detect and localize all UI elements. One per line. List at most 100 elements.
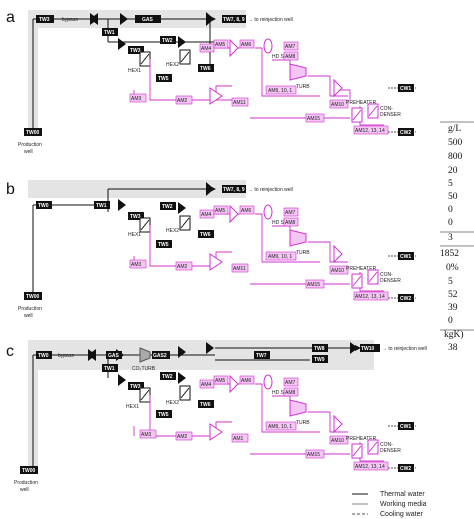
svg-text:AM12, 13, 14: AM12, 13, 14 (355, 464, 385, 470)
node-tw8: TW8 (312, 344, 328, 352)
node-tw3: TW3 (36, 15, 54, 23)
am-node-am8: AM8 (283, 217, 299, 227)
am-node-am3: AM3 (129, 259, 147, 269)
cut-text: 0 (448, 205, 453, 215)
svg-text:AM9, 10, 1: AM9, 10, 1 (268, 424, 292, 430)
cut-text: 1852 (440, 249, 459, 259)
am-node-am9: AM9, 10, 1 (265, 85, 297, 95)
condenser-label-1: CON- (380, 442, 393, 448)
svg-text:AM10: AM10 (331, 438, 344, 444)
node-tw7: TW7 (254, 351, 270, 359)
panel-c: c TW0 bypass GAS CO₂TURB GAS2 TW7 TW8 TW… (6, 340, 427, 493)
svg-text:TW6: TW6 (200, 232, 211, 238)
reinjection-label: → to reinjection well (382, 346, 427, 352)
svg-text:AM12, 13, 14: AM12, 13, 14 (355, 128, 385, 134)
svg-text:AM9, 10, 1: AM9, 10, 1 (268, 88, 292, 94)
hex1-icon (139, 51, 151, 67)
svg-text:AM5: AM5 (215, 378, 226, 384)
node-tw5: TW5 (156, 240, 172, 248)
hdsep-label: HD SEP (272, 390, 291, 396)
node-tw5: TW5 (156, 410, 172, 418)
node-tw1: TW1 (102, 28, 118, 36)
am-node-am-pre: AM12, 13, 14 (353, 291, 389, 301)
reinjection-label: → to reinjection well (248, 17, 293, 23)
condenser-label-1: CON- (380, 272, 393, 278)
am-node-am6: AM6 (239, 39, 255, 49)
node-gas: GAS (135, 15, 161, 23)
node-tw3: TW3 (128, 212, 144, 220)
svg-text:TW5: TW5 (158, 242, 169, 248)
cut-text: 52 (448, 290, 458, 300)
am-node-am2: AM2 (175, 95, 193, 105)
am-node-am3: AM3 (139, 429, 157, 439)
legend-label: Thermal water (380, 491, 425, 498)
svg-text:AM8: AM8 (285, 390, 296, 396)
node-tw10: TW10 (360, 344, 380, 352)
cut-text: 20 (448, 166, 458, 176)
separator-icon (263, 38, 273, 54)
node-tw6: TW6 (198, 64, 214, 72)
svg-text:AM6: AM6 (241, 378, 252, 384)
hex2-icon (179, 385, 191, 401)
svg-text:AM12, 13, 14: AM12, 13, 14 (355, 294, 385, 300)
cut-text: 5 (448, 179, 453, 189)
condenser-label-2: DENSER (380, 112, 401, 118)
svg-text:AM4: AM4 (201, 212, 212, 218)
svg-text:CW2: CW2 (400, 296, 411, 302)
svg-text:CW1: CW1 (400, 86, 411, 92)
cut-text: 0 (448, 218, 453, 228)
svg-text:TW5: TW5 (158, 76, 169, 82)
condenser-label-1: CON- (380, 106, 393, 112)
am-node-am4: AM4 (199, 379, 215, 389)
node-tw5: TW5 (156, 74, 172, 82)
turb-label: TURB (296, 250, 310, 256)
am-node-am4: AM4 (199, 209, 215, 219)
node-tw9: TW9 (312, 355, 328, 363)
svg-text:CW1: CW1 (400, 254, 411, 260)
svg-text:TW2: TW2 (162, 38, 173, 44)
hex1-icon (139, 387, 151, 403)
svg-text:TW00: TW00 (26, 294, 40, 300)
am-node-am15: AM15 (305, 449, 325, 459)
condenser-icon (367, 269, 379, 285)
am-node-am9: AM9, 10, 1 (265, 251, 297, 261)
svg-text:GAS: GAS (108, 353, 120, 359)
node-cw1: CW1 (398, 422, 414, 430)
am-node-am10: AM10 (329, 435, 349, 445)
preheater-label: PREHEATER (346, 436, 377, 442)
svg-text:TW1: TW1 (96, 203, 107, 209)
legend: Thermal water Working media Cooling wate… (352, 491, 427, 518)
am-node-am-pre: AM12, 13, 14 (353, 125, 389, 135)
am-node-am7: AM7 (283, 377, 299, 387)
cut-text: 0 (448, 316, 453, 326)
am-node-am2: AM2 (175, 431, 193, 441)
svg-text:TW8: TW8 (314, 346, 325, 352)
cut-text: 39 (448, 303, 458, 313)
node-cw1: CW1 (398, 252, 414, 260)
svg-text:AM3: AM3 (131, 262, 142, 268)
node-cw2: CW2 (398, 464, 414, 472)
svg-text:AM7: AM7 (285, 210, 296, 216)
node-tw00: TW00 (20, 466, 38, 474)
cut-text: 0% (446, 263, 459, 273)
svg-text:TW1: TW1 (104, 30, 115, 36)
node-tw0: TW0 (36, 201, 52, 209)
svg-text:GAS2: GAS2 (153, 353, 167, 359)
svg-text:AM15: AM15 (307, 116, 320, 122)
svg-text:TW3: TW3 (130, 384, 141, 390)
svg-text:AM8: AM8 (285, 220, 296, 226)
svg-text:AM4: AM4 (201, 46, 212, 52)
node-gas2: GAS2 (152, 351, 170, 359)
panel-letter-a: a (6, 9, 15, 26)
node-tw00: TW00 (24, 292, 42, 300)
svg-text:TW3: TW3 (130, 48, 141, 54)
am-node-am15: AM15 (305, 279, 325, 289)
am-node-am8: AM8 (283, 387, 299, 397)
svg-text:AM1: AM1 (233, 436, 244, 442)
svg-text:AM15: AM15 (307, 452, 320, 458)
am-node-am15: AM15 (305, 113, 325, 123)
production-label-2: well (20, 487, 29, 493)
node-tw3b: TW3 (128, 46, 144, 54)
svg-text:TW6: TW6 (200, 402, 211, 408)
